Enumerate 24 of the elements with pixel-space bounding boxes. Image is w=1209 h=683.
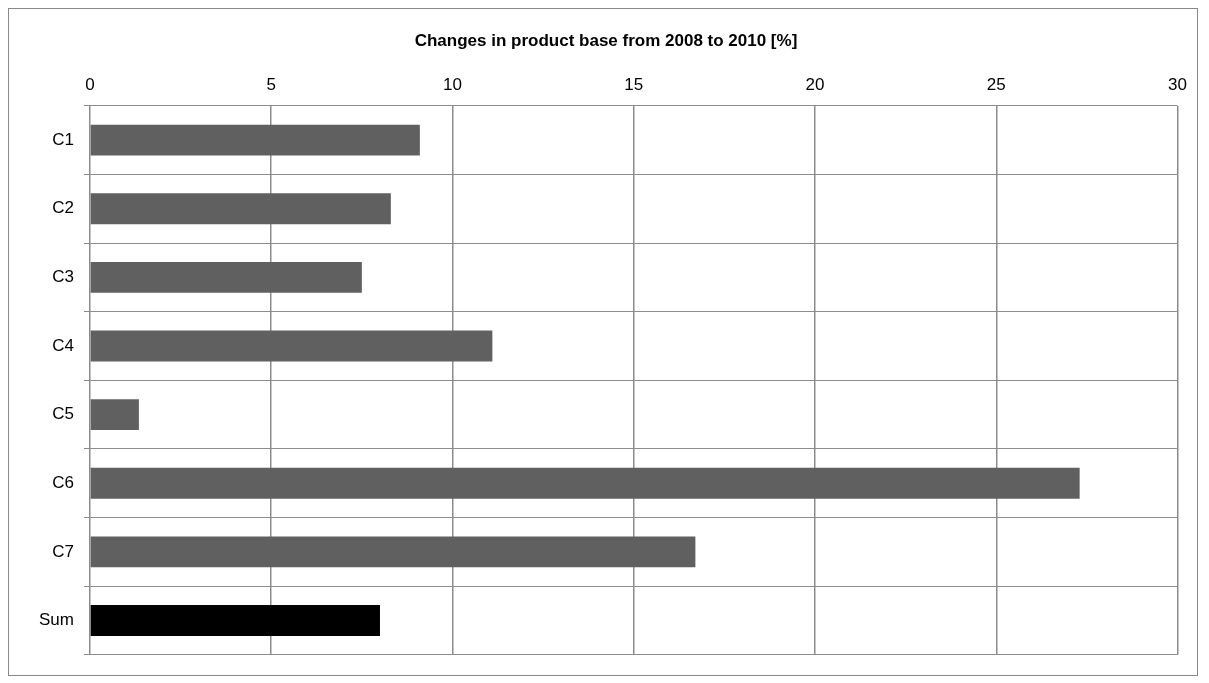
bar: [90, 399, 139, 431]
y-tick-label: C5: [52, 404, 74, 424]
x-tick-label: 25: [986, 75, 1006, 95]
x-tick-label: 30: [1168, 75, 1188, 95]
x-tick-label: 0: [85, 75, 95, 95]
x-tick-label: 20: [805, 75, 825, 95]
bar: [90, 261, 362, 293]
bar: [90, 124, 420, 156]
y-tick-label: Sum: [38, 610, 74, 630]
x-tick-label: 5: [266, 75, 276, 95]
y-tick-label: C4: [52, 335, 74, 355]
bar: [90, 536, 696, 568]
x-tick-label: 10: [443, 75, 462, 95]
y-tick-label: C2: [52, 198, 74, 218]
chart-title: Changes in product base from 2008 to 2010 [%]: [414, 30, 798, 50]
y-tick-label: C3: [52, 267, 74, 287]
y-tick-label: C7: [52, 541, 74, 561]
x-tick-label: 15: [624, 75, 644, 95]
y-tick-label: C6: [52, 472, 74, 492]
bar: [90, 605, 380, 636]
bar: [90, 467, 1080, 499]
bar: [90, 193, 391, 225]
bar: [90, 330, 493, 362]
y-tick-label: C1: [52, 129, 74, 149]
